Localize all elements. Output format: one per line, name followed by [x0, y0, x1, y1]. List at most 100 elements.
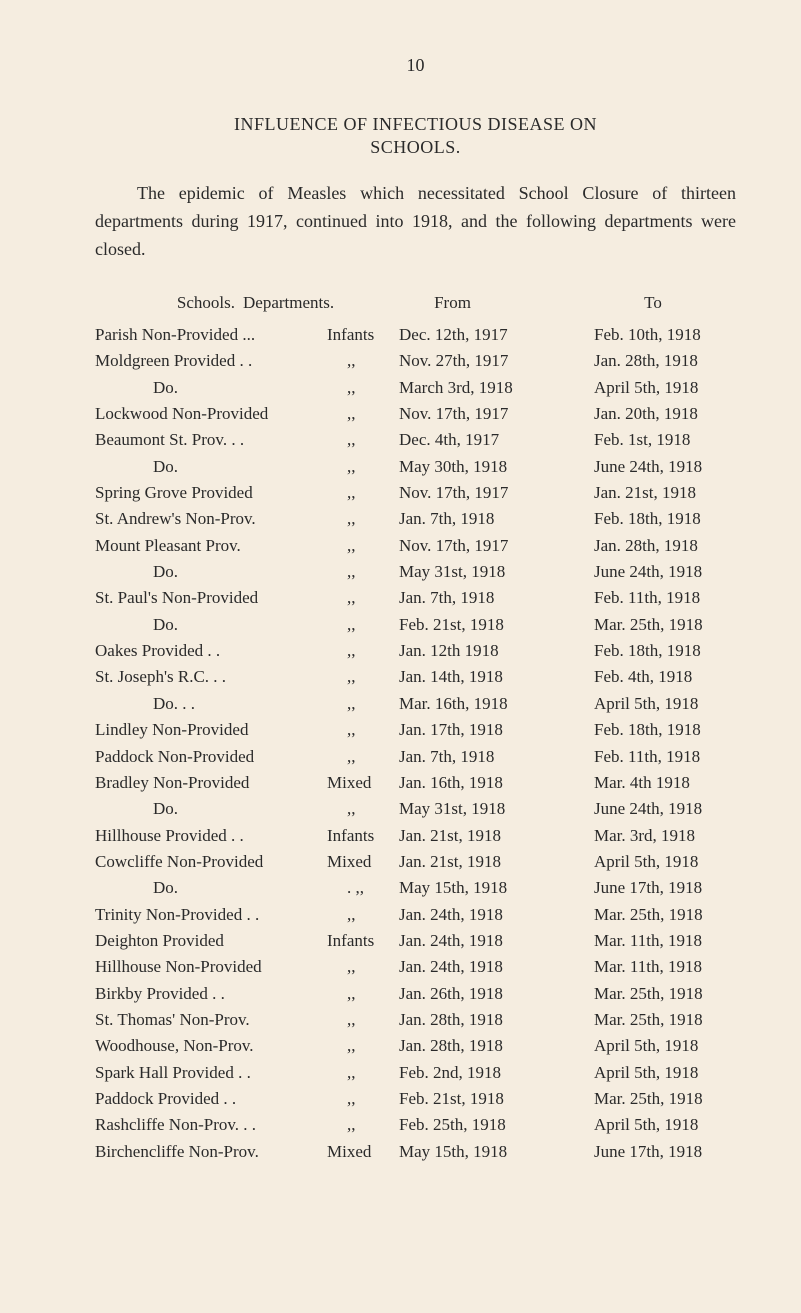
cell-school: St. Thomas' Non-Prov. [95, 1007, 327, 1033]
cell-to: Mar. 3rd, 1918 [554, 823, 736, 849]
cell-to: Feb. 1st, 1918 [554, 427, 736, 453]
cell-from: Dec. 4th, 1917 [399, 427, 554, 453]
cell-from: Jan. 28th, 1918 [399, 1033, 554, 1059]
cell-department: Infants [327, 823, 399, 849]
table-row: Hillhouse Provided . .InfantsJan. 21st, … [95, 823, 736, 849]
cell-department: ,, [327, 744, 399, 770]
cell-to: April 5th, 1918 [554, 1112, 736, 1138]
cell-to: June 24th, 1918 [554, 454, 736, 480]
table-row: Do.,,Feb. 21st, 1918Mar. 25th, 1918 [95, 612, 736, 638]
cell-department: ,, [327, 612, 399, 638]
cell-from: Jan. 7th, 1918 [399, 585, 554, 611]
col-header-schools: Schools. [95, 290, 243, 316]
cell-to: June 17th, 1918 [554, 875, 736, 901]
table-row: Deighton ProvidedInfantsJan. 24th, 1918M… [95, 928, 736, 954]
cell-to: Jan. 21st, 1918 [554, 480, 736, 506]
cell-department: Infants [327, 322, 399, 348]
cell-school: Deighton Provided [95, 928, 327, 954]
cell-to: Feb. 10th, 1918 [554, 322, 736, 348]
cell-department: ,, [327, 585, 399, 611]
table-row: Lindley Non-Provided,,Jan. 17th, 1918Feb… [95, 717, 736, 743]
cell-school: Do. . . [95, 691, 327, 717]
table-row: Birchencliffe Non-Prov.MixedMay 15th, 19… [95, 1139, 736, 1165]
table-row: Lockwood Non-Provided,,Nov. 17th, 1917Ja… [95, 401, 736, 427]
cell-from: Jan. 24th, 1918 [399, 954, 554, 980]
table-row: St. Thomas' Non-Prov.,,Jan. 28th, 1918Ma… [95, 1007, 736, 1033]
cell-school: St. Andrew's Non-Prov. [95, 506, 327, 532]
cell-from: Nov. 17th, 1917 [399, 480, 554, 506]
cell-to: Mar. 25th, 1918 [554, 1086, 736, 1112]
cell-to: Feb. 11th, 1918 [554, 744, 736, 770]
cell-department: ,, [327, 1086, 399, 1112]
cell-from: Mar. 16th, 1918 [399, 691, 554, 717]
table-row: Paddock Provided . .,,Feb. 21st, 1918Mar… [95, 1086, 736, 1112]
cell-school: Spark Hall Provided . . [95, 1060, 327, 1086]
cell-from: Nov. 27th, 1917 [399, 348, 554, 374]
cell-from: Jan. 24th, 1918 [399, 928, 554, 954]
cell-school: Cowcliffe Non-Provided [95, 849, 327, 875]
cell-school: Paddock Provided . . [95, 1086, 327, 1112]
cell-to: Mar. 25th, 1918 [554, 612, 736, 638]
cell-to: June 24th, 1918 [554, 559, 736, 585]
cell-department: ,, [327, 375, 399, 401]
cell-to: April 5th, 1918 [554, 1033, 736, 1059]
cell-department: ,, [327, 902, 399, 928]
cell-school: Do. [95, 875, 327, 901]
table-row: St. Paul's Non-Provided,,Jan. 7th, 1918F… [95, 585, 736, 611]
table-row: Trinity Non-Provided . .,,Jan. 24th, 191… [95, 902, 736, 928]
cell-school: Moldgreen Provided . . [95, 348, 327, 374]
table-row: Do.. ,,May 15th, 1918June 17th, 1918 [95, 875, 736, 901]
cell-department: ,, [327, 348, 399, 374]
cell-from: Jan. 24th, 1918 [399, 902, 554, 928]
cell-school: Birchencliffe Non-Prov. [95, 1139, 327, 1165]
cell-department: ,, [327, 954, 399, 980]
cell-school: Lockwood Non-Provided [95, 401, 327, 427]
cell-to: Mar. 11th, 1918 [554, 954, 736, 980]
table-row: Spring Grove Provided,,Nov. 17th, 1917Ja… [95, 480, 736, 506]
cell-department: ,, [327, 796, 399, 822]
heading-line-1: INFLUENCE OF INFECTIOUS DISEASE ON [95, 114, 736, 135]
cell-from: May 15th, 1918 [399, 875, 554, 901]
cell-department: ,, [327, 691, 399, 717]
cell-to: Mar. 11th, 1918 [554, 928, 736, 954]
table-row: Birkby Provided . .,,Jan. 26th, 1918Mar.… [95, 981, 736, 1007]
cell-from: May 15th, 1918 [399, 1139, 554, 1165]
cell-to: Jan. 28th, 1918 [554, 348, 736, 374]
cell-school: Paddock Non-Provided [95, 744, 327, 770]
cell-department: ,, [327, 638, 399, 664]
cell-to: Feb. 18th, 1918 [554, 717, 736, 743]
cell-from: May 30th, 1918 [399, 454, 554, 480]
cell-department: ,, [327, 427, 399, 453]
cell-from: May 31st, 1918 [399, 559, 554, 585]
cell-school: Trinity Non-Provided . . [95, 902, 327, 928]
cell-school: Lindley Non-Provided [95, 717, 327, 743]
cell-from: Jan. 28th, 1918 [399, 1007, 554, 1033]
cell-department: Mixed [327, 849, 399, 875]
cell-department: Mixed [327, 1139, 399, 1165]
cell-from: May 31st, 1918 [399, 796, 554, 822]
table-row: Rashcliffe Non-Prov. . .,,Feb. 25th, 191… [95, 1112, 736, 1138]
cell-school: Do. [95, 612, 327, 638]
cell-school: Spring Grove Provided [95, 480, 327, 506]
cell-from: Feb. 2nd, 1918 [399, 1060, 554, 1086]
cell-from: Feb. 25th, 1918 [399, 1112, 554, 1138]
cell-from: Jan. 21st, 1918 [399, 823, 554, 849]
table-row: St. Joseph's R.C. . .,,Jan. 14th, 1918Fe… [95, 664, 736, 690]
table-row: Do.,,May 30th, 1918June 24th, 1918 [95, 454, 736, 480]
cell-from: Jan. 26th, 1918 [399, 981, 554, 1007]
cell-from: Jan. 7th, 1918 [399, 744, 554, 770]
page-number: 10 [95, 55, 736, 76]
cell-from: Nov. 17th, 1917 [399, 401, 554, 427]
table-row: St. Andrew's Non-Prov.,,Jan. 7th, 1918Fe… [95, 506, 736, 532]
cell-school: Bradley Non-Provided [95, 770, 327, 796]
cell-school: Beaumont St. Prov. . . [95, 427, 327, 453]
cell-school: St. Paul's Non-Provided [95, 585, 327, 611]
cell-school: Birkby Provided . . [95, 981, 327, 1007]
table-header-row: Schools. Departments. From To [95, 290, 736, 316]
cell-department: ,, [327, 454, 399, 480]
cell-school: Rashcliffe Non-Prov. . . [95, 1112, 327, 1138]
cell-department: ,, [327, 664, 399, 690]
cell-department: ,, [327, 533, 399, 559]
table-row: Bradley Non-ProvidedMixedJan. 16th, 1918… [95, 770, 736, 796]
cell-to: Mar. 25th, 1918 [554, 902, 736, 928]
